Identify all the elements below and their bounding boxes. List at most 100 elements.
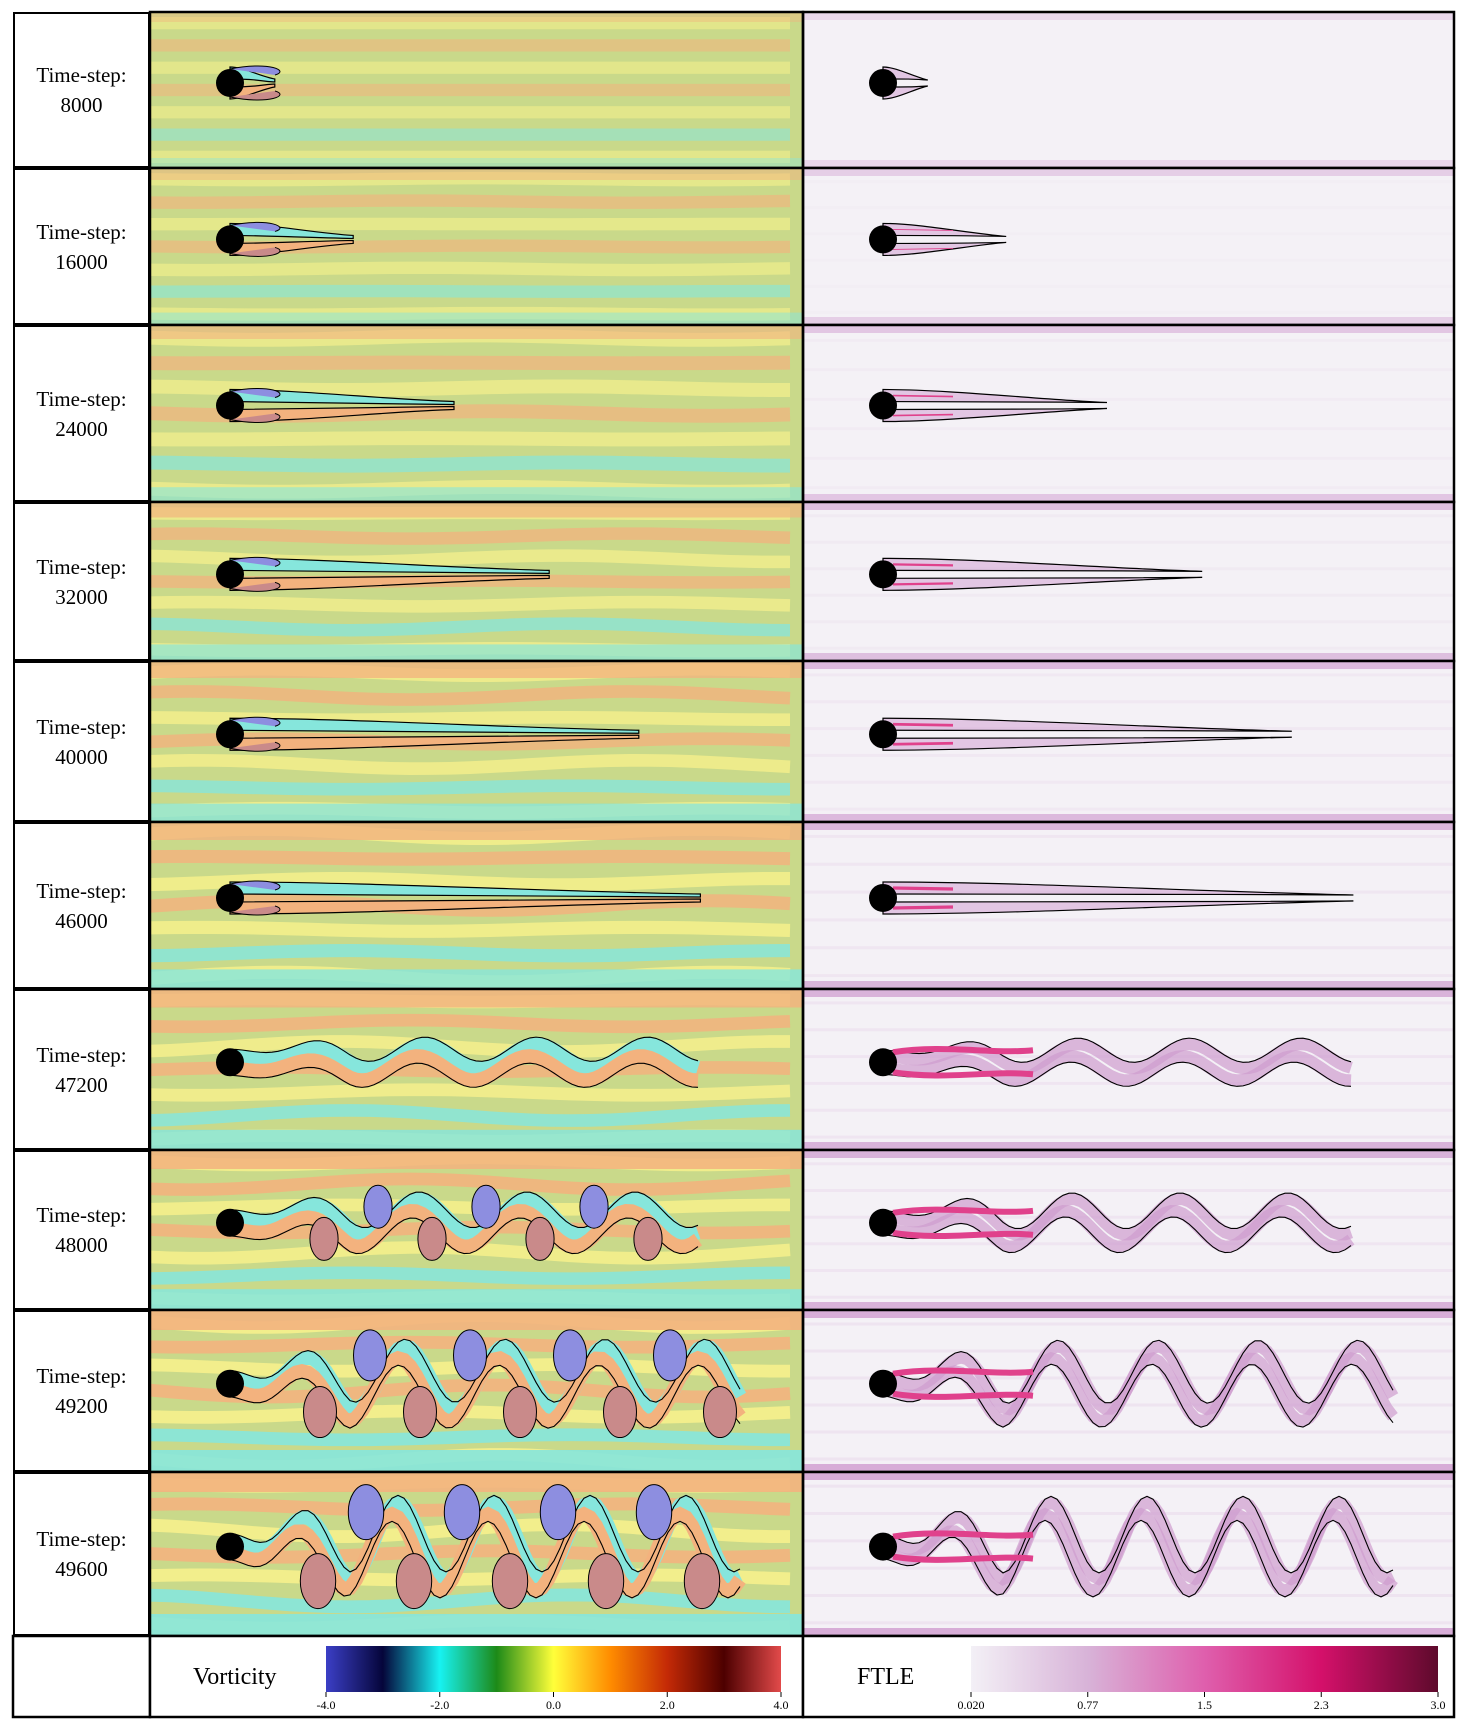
rows-layer <box>148 10 1456 1638</box>
row-49200 <box>148 1308 1456 1474</box>
vortex <box>453 1329 487 1382</box>
cylinder <box>869 1048 897 1077</box>
vortex <box>309 1216 339 1261</box>
vorticity-legend-title: Vorticity <box>193 1664 277 1690</box>
cylinder <box>869 1369 897 1398</box>
ftle-panel <box>803 1310 1454 1472</box>
lower-shear-layer <box>229 574 550 591</box>
cylinder <box>869 68 897 97</box>
row-label-46000: Time-step: 46000 <box>13 822 150 989</box>
vorticity-tick-label: 4.0 <box>773 1698 789 1712</box>
cylinder <box>216 1369 244 1398</box>
time-step-value: 16000 <box>55 249 108 274</box>
ftle-panel <box>803 1150 1454 1310</box>
ftle-panel <box>803 12 1454 168</box>
time-step-value: 48000 <box>55 1233 108 1257</box>
cylinder <box>869 1208 897 1237</box>
ftle-panel <box>803 168 1454 325</box>
ftle-tick-label: 0.77 <box>1077 1698 1099 1712</box>
row-8000 <box>148 10 1456 170</box>
time-step-label: Time-step: <box>36 554 127 579</box>
vortex <box>471 1184 501 1229</box>
vorticity-colorbar <box>326 1646 781 1692</box>
row-32000 <box>148 500 1456 663</box>
vorticity-panel <box>150 1310 803 1472</box>
vorticity-tick-label: 0.0 <box>546 1698 561 1712</box>
time-step-value: 8000 <box>60 93 103 117</box>
row-40000 <box>148 659 1456 824</box>
row-label-40000: Time-step: 40000 <box>13 661 150 822</box>
time-step-value: 46000 <box>55 908 108 933</box>
upper-shear-layer <box>229 717 640 734</box>
vortex <box>603 1386 637 1439</box>
lower-shear-layer <box>229 734 640 751</box>
time-step-label: Time-step: <box>36 878 127 903</box>
ftle-legend-title: FTLE <box>857 1664 915 1690</box>
vortex <box>683 1553 721 1610</box>
time-step-label: Time-step: <box>36 1042 127 1067</box>
upper-shear-layer <box>229 881 701 898</box>
vorticity-tick-marks <box>325 1692 782 1697</box>
upper-wake-band <box>229 1192 701 1242</box>
time-step-label: Time-step: <box>36 219 127 244</box>
vorticity-tick-label: 2.0 <box>659 1698 675 1712</box>
legend-label-blank-cell <box>11 1634 152 1719</box>
vortex <box>503 1386 537 1439</box>
lower-wake-band <box>228 1350 746 1429</box>
cylinder <box>216 560 244 589</box>
lower-shear-layer <box>229 405 455 423</box>
lower-wake-band <box>229 1203 703 1254</box>
time-step-value: 32000 <box>55 584 108 609</box>
ftle-panel <box>803 822 1454 989</box>
row-label-48000: Time-step: 48000 <box>13 1150 150 1310</box>
ftle-panel <box>803 661 1454 822</box>
ftle-tick-label: 0.020 <box>957 1698 985 1712</box>
ftle-panel <box>803 1472 1454 1636</box>
cylinder <box>869 391 897 420</box>
row-46000 <box>148 820 1456 991</box>
time-step-value: 24000 <box>55 416 108 441</box>
row-label-49600: Time-step: 49600 <box>13 1472 150 1636</box>
cylinder <box>869 883 897 912</box>
time-step-value: 49200 <box>55 1394 108 1418</box>
vortex <box>633 1216 663 1261</box>
ftle-tick-label: 3.0 <box>1430 1698 1446 1712</box>
vortex <box>417 1216 447 1261</box>
lower-shear-layer <box>229 898 701 915</box>
vortex <box>579 1184 609 1229</box>
cylinder <box>216 1208 244 1237</box>
row-label-47200: Time-step: 47200 <box>13 989 150 1150</box>
vortex <box>553 1329 587 1382</box>
ftle-panel <box>803 502 1454 661</box>
cylinder <box>869 1532 897 1561</box>
vortex <box>539 1484 577 1541</box>
time-step-value: 49600 <box>55 1557 108 1581</box>
ftle-colorbar <box>971 1646 1438 1692</box>
row-16000 <box>148 166 1456 327</box>
ftle-tick-label: 1.5 <box>1197 1698 1212 1712</box>
row-49600 <box>148 1470 1456 1638</box>
vortex <box>525 1216 555 1261</box>
vorticity-panel <box>150 12 803 168</box>
row-label-8000: Time-step: 8000 <box>13 12 150 168</box>
vorticity-panel <box>150 1150 803 1310</box>
vorticity-tick-label: -4.0 <box>316 1698 336 1712</box>
row-label-49200: Time-step: 49200 <box>13 1310 150 1472</box>
row-label-32000: Time-step: 32000 <box>13 502 150 661</box>
vortex <box>491 1553 529 1610</box>
cylinder <box>869 720 897 749</box>
time-step-label: Time-step: <box>36 63 127 87</box>
ftle-tick-label: 2.3 <box>1313 1698 1329 1712</box>
vortex <box>347 1484 385 1541</box>
ftle-tick-marks <box>970 1692 1439 1697</box>
legend-layer <box>11 1634 1456 1719</box>
vorticity-panel <box>150 502 803 661</box>
vorticity-panel <box>150 822 803 989</box>
upper-shear-layer <box>229 557 550 574</box>
row-48000 <box>148 1148 1456 1312</box>
ftle-panel <box>803 989 1454 1150</box>
vorticity-tick-label: -2.0 <box>430 1698 450 1712</box>
vorticity-panel <box>150 989 803 1150</box>
vortex <box>703 1386 737 1439</box>
